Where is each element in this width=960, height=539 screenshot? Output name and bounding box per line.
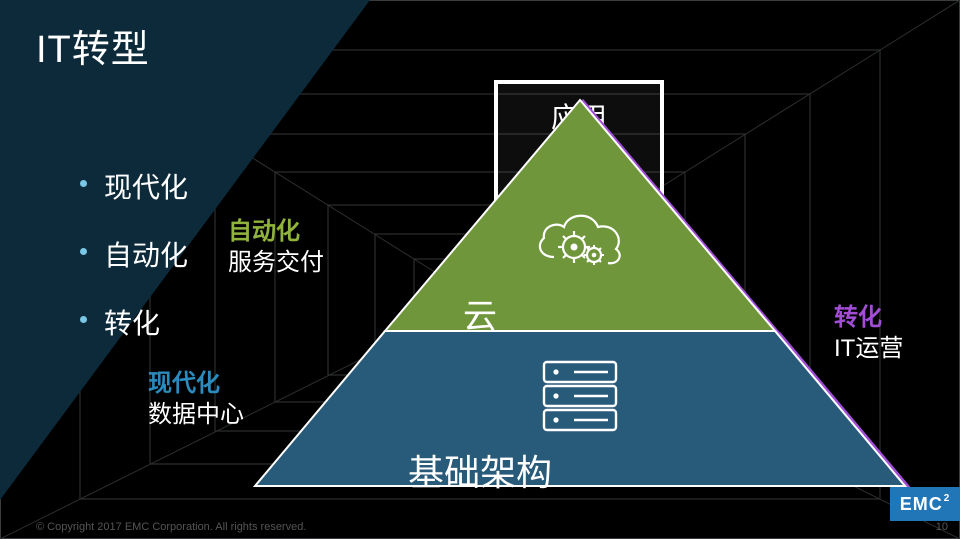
callout-sub: 服务交付 bbox=[228, 247, 324, 278]
emc-logo: EMC2 bbox=[890, 487, 960, 521]
callout-automation: 自动化 服务交付 bbox=[228, 216, 324, 278]
copyright-text: © Copyright 2017 EMC Corporation. All ri… bbox=[36, 521, 306, 533]
callout-bold: 现代化 bbox=[148, 368, 244, 399]
logo-sup: 2 bbox=[944, 493, 951, 504]
slide-title: IT转型 bbox=[36, 18, 150, 73]
callout-sub: 数据中心 bbox=[148, 399, 244, 430]
bullet-list: 现代化 自动化 转化 bbox=[40, 166, 188, 370]
callout-bold: 转化 bbox=[834, 302, 903, 333]
callout-sub: IT运营 bbox=[834, 333, 903, 364]
slide-stage: 应用 bbox=[0, 0, 960, 539]
callout-bold: 自动化 bbox=[228, 216, 324, 247]
bullet-item: 转化 bbox=[80, 302, 188, 342]
page-number: 10 bbox=[936, 521, 948, 533]
logo-text: EMC bbox=[900, 494, 943, 515]
bullet-item: 自动化 bbox=[80, 234, 188, 274]
bullet-item: 现代化 bbox=[80, 166, 188, 206]
callout-transform: 转化 IT运营 bbox=[834, 302, 903, 364]
callout-modernize: 现代化 数据中心 bbox=[148, 368, 244, 430]
